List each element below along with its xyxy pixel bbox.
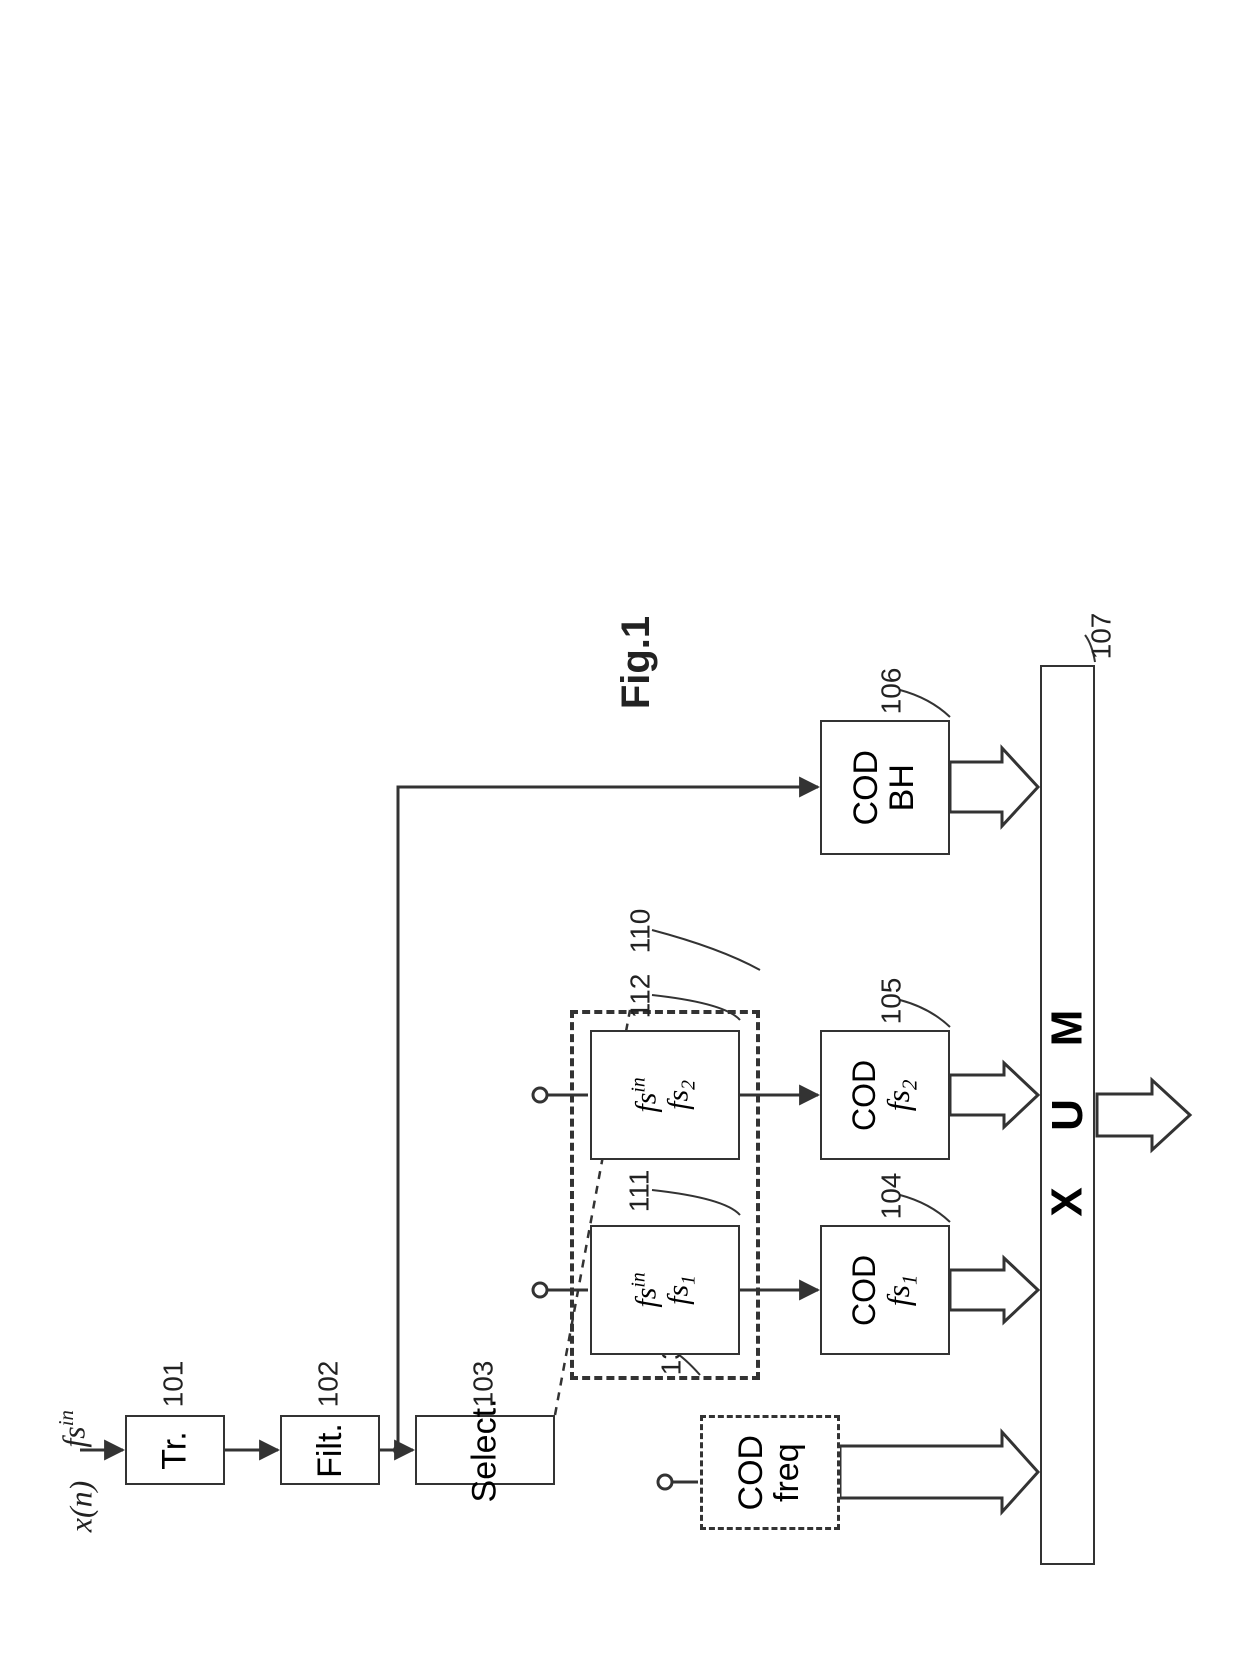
ref-111: 111 [623,1170,655,1213]
ref-103: 103 [467,1361,499,1408]
block-tr: Tr. [125,1415,225,1485]
codbh-line2: BH [885,750,921,826]
ref-106: 106 [875,668,907,715]
cod1-line1: COD [849,1254,883,1325]
cod1-line2: fs1 [882,1254,921,1325]
block-cod1: COD fs1 [820,1225,950,1355]
diagram-canvas: Tr. 101 Filt. 102 Select. 103 COD freq 1… [0,0,1240,1664]
mux-l1: M [1043,1010,1093,1047]
block-tr-label: Tr. [156,1431,195,1469]
block-filt-label: Filt. [311,1423,350,1478]
input-rate: fsin [55,1410,93,1448]
conv1-top: fsin [630,1272,663,1307]
cod-freq-line2: freq [770,1435,806,1511]
block-conv2: fsin fs2 [590,1030,740,1160]
input-signal: x(n) [62,1481,99,1533]
conv1-bot: fs1 [663,1272,700,1307]
figure-label: Fig.1 [614,616,659,709]
cod-freq-line1: COD [734,1435,770,1511]
codbh-line1: COD [849,750,885,826]
mux-l3: X [1042,1187,1092,1216]
ref-110: 110 [624,909,656,954]
conv2-bot: fs2 [663,1077,700,1112]
mux-letters: M U X [1040,665,1095,1565]
ref-105: 105 [875,978,907,1025]
mux-l2: U [1043,1099,1093,1131]
block-cod2: COD fs2 [820,1030,950,1160]
ref-112: 112 [624,974,656,1019]
cod2-line2: fs2 [882,1059,921,1130]
block-filt: Filt. [280,1415,380,1485]
ref-104: 104 [875,1173,907,1220]
conv2-top: fsin [630,1077,663,1112]
block-cod-bh: COD BH [820,720,950,855]
block-select: Select. [415,1415,555,1485]
block-select-label: Select. [465,1398,504,1502]
cod2-line1: COD [849,1059,883,1130]
block-conv1: fsin fs1 [590,1225,740,1355]
ref-101: 101 [157,1361,189,1408]
ref-107: 107 [1085,613,1117,660]
ref-102: 102 [312,1361,344,1408]
block-cod-freq: COD freq [700,1415,840,1530]
